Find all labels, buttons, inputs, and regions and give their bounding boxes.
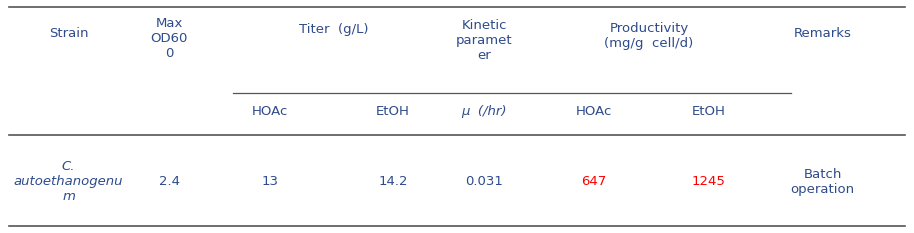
Text: Titer  (g/L): Titer (g/L) — [299, 23, 368, 36]
Text: 647: 647 — [581, 175, 607, 188]
Text: Remarks: Remarks — [793, 27, 852, 40]
Text: Kinetic
paramet
er: Kinetic paramet er — [456, 19, 513, 62]
Text: HOAc: HOAc — [251, 105, 288, 118]
Text: 14.2: 14.2 — [378, 175, 408, 188]
Text: EtOH: EtOH — [691, 105, 726, 118]
Text: Max
OD60
0: Max OD60 0 — [151, 17, 187, 60]
Text: HOAc: HOAc — [576, 105, 612, 118]
Text: 2.4: 2.4 — [159, 175, 179, 188]
Text: Batch
operation: Batch operation — [791, 168, 855, 196]
Text: 13: 13 — [261, 175, 278, 188]
Text: 0.031: 0.031 — [465, 175, 504, 188]
Text: EtOH: EtOH — [376, 105, 410, 118]
Text: Productivity
(mg/g  cell/d): Productivity (mg/g cell/d) — [604, 22, 694, 50]
Text: C.
autoethanogenu
m: C. autoethanogenu m — [14, 160, 123, 203]
Text: 1245: 1245 — [691, 175, 726, 188]
Text: μ  (/hr): μ (/hr) — [462, 105, 507, 118]
Text: Strain: Strain — [48, 27, 89, 40]
